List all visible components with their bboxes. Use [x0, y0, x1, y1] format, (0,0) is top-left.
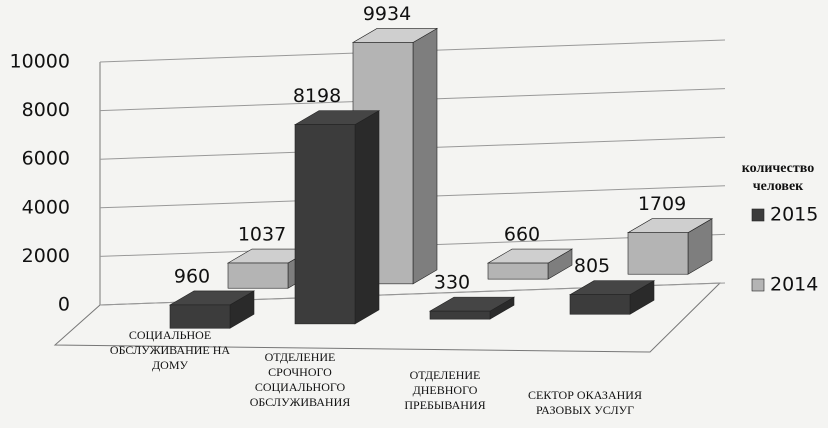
- y-tick-label: 8000: [22, 99, 70, 121]
- bar: [429, 310, 491, 320]
- y-tick-label: 4000: [22, 196, 70, 218]
- x-tick-label: СОЦИАЛЬНОЕ ОБСЛУЖИВАНИЕ НА ДОМУ: [109, 328, 231, 372]
- bar-side: [354, 110, 380, 325]
- bar: [487, 262, 549, 280]
- bar: [627, 232, 689, 275]
- data-label: 1709: [638, 193, 686, 215]
- bar-side: [412, 27, 438, 285]
- data-label: 1037: [238, 224, 286, 246]
- legend-label: 2015: [770, 204, 818, 226]
- data-label: 330: [434, 272, 470, 294]
- y-tick-label: 6000: [22, 148, 70, 170]
- data-label: 805: [574, 255, 610, 277]
- bar: [227, 262, 289, 289]
- bar: [294, 124, 356, 325]
- bar: [569, 294, 631, 315]
- data-label: 9934: [363, 3, 411, 25]
- data-label: 960: [174, 265, 210, 287]
- data-label: 8198: [293, 85, 341, 107]
- legend-swatch: [751, 278, 765, 292]
- y-tick-label: 2000: [22, 245, 70, 267]
- bar: [169, 304, 231, 329]
- legend-title: количество человек: [741, 161, 815, 194]
- x-tick-label: ОТДЕЛЕНИЕ СРОЧНОГО СОЦИАЛЬНОГО ОБСЛУЖИВА…: [249, 350, 351, 409]
- x-tick-label: СЕКТОР ОКАЗАНИЯ РАЗОВЫХ УСЛУГ: [528, 388, 642, 417]
- legend-label: 2014: [770, 274, 818, 296]
- data-label: 660: [504, 224, 540, 246]
- y-tick-label: 10000: [10, 51, 70, 73]
- legend-swatch: [751, 208, 765, 222]
- x-tick-label: ОТДЕЛЕНИЕ ДНЕВНОГО ПРЕБЫВАНИЯ: [404, 368, 486, 412]
- y-tick-label: 0: [58, 294, 70, 316]
